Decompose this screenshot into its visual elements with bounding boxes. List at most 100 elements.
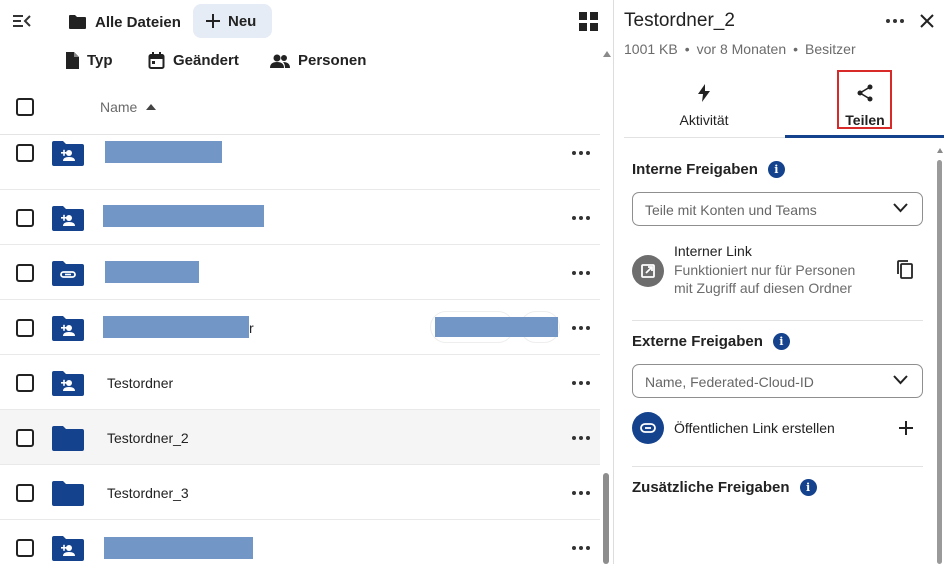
row-checkbox[interactable] (16, 264, 34, 282)
table-row[interactable]: Testordner (0, 355, 600, 410)
table-row[interactable] (0, 190, 600, 245)
redacted-filename (103, 316, 249, 338)
new-button[interactable]: Neu (193, 4, 272, 38)
highlight-box (837, 70, 892, 129)
row-checkbox[interactable] (16, 209, 34, 227)
file-list-panel: Alle Dateien Neu Typ (0, 4, 613, 564)
internal-shares-title: Interne Freigaben (632, 161, 758, 178)
filter-type-label: Typ (87, 52, 113, 69)
table-row[interactable] (0, 520, 600, 564)
tabs-divider (624, 137, 944, 138)
filter-type[interactable]: Typ (65, 52, 113, 69)
table-row[interactable]: Testordner_2 (0, 410, 600, 465)
plus-icon[interactable] (899, 421, 913, 435)
active-tab-indicator (785, 135, 944, 138)
meta-separator: • (684, 41, 690, 57)
file-list-scrollbar[interactable] (600, 46, 613, 564)
row-actions-menu[interactable] (572, 377, 592, 389)
new-button-label: Neu (228, 12, 257, 30)
internal-link-title: Interner Link (674, 243, 752, 259)
row-checkbox[interactable] (16, 539, 34, 557)
row-checkbox[interactable] (16, 144, 34, 162)
tab-share[interactable]: Teilen (785, 70, 944, 138)
shared-folder-icon (52, 141, 84, 166)
internal-share-select[interactable]: Teile mit Konten und Teams (632, 192, 923, 226)
row-actions-menu[interactable] (572, 432, 592, 444)
modified-time: vor 8 Monaten (696, 41, 787, 57)
row-checkbox[interactable] (16, 374, 34, 392)
filter-modified[interactable]: Geändert (148, 52, 239, 69)
shared-folder-icon (52, 316, 84, 341)
file-name: Testordner_2 (107, 430, 189, 446)
row-checkbox[interactable] (16, 429, 34, 447)
row-actions-menu[interactable] (572, 322, 592, 334)
chevron-down-icon (893, 375, 908, 385)
row-actions-menu[interactable] (572, 212, 592, 224)
create-public-link-label: Öffentlichen Link erstellen (674, 420, 835, 436)
name-column-header[interactable]: Name (100, 99, 157, 115)
external-link-icon (632, 255, 664, 287)
scroll-up-arrow-icon[interactable] (603, 51, 611, 57)
info-icon[interactable]: i (799, 479, 817, 496)
external-shares-heading: Externe Freigaben i (632, 333, 790, 350)
breadcrumb-label: Alle Dateien (95, 13, 181, 31)
row-actions-menu[interactable] (572, 487, 592, 499)
folder-icon (52, 481, 84, 506)
calendar-icon (148, 52, 165, 69)
table-row[interactable]: Testordner_3 (0, 465, 600, 520)
folder-icon (52, 426, 84, 451)
navigation-toggle-icon[interactable] (12, 11, 32, 31)
copy-icon[interactable] (897, 260, 913, 279)
table-row[interactable] (0, 135, 600, 190)
sidebar-more-menu[interactable] (886, 14, 904, 28)
list-header: Name (0, 80, 600, 135)
row-actions-menu[interactable] (572, 267, 592, 279)
redacted-filename (105, 141, 222, 163)
info-icon[interactable]: i (767, 161, 785, 178)
scroll-up-arrow-icon[interactable] (937, 148, 943, 153)
sidebar-tabs: Aktivität Teilen (624, 70, 944, 138)
tab-share-label: Teilen (845, 112, 885, 128)
external-share-select[interactable]: Name, Federated-Cloud-ID (632, 364, 923, 398)
info-icon[interactable]: i (772, 333, 790, 350)
internal-link-row: Interner Link Funktioniert nur für Perso… (632, 243, 923, 299)
name-column-label: Name (100, 99, 138, 115)
internal-share-placeholder: Teile mit Konten und Teams (645, 202, 817, 218)
row-checkbox[interactable] (16, 319, 34, 337)
sidebar-scrollbar[interactable] (936, 148, 944, 564)
redacted-filename (104, 537, 253, 559)
file-name: r (249, 320, 254, 336)
people-icon (270, 54, 290, 68)
filter-people-label: Personen (298, 52, 367, 69)
file-name: Testordner_3 (107, 485, 189, 501)
table-row[interactable]: r (0, 300, 600, 355)
close-icon[interactable] (918, 12, 936, 30)
lightning-icon (698, 84, 710, 102)
tab-activity[interactable]: Aktivität (624, 70, 784, 138)
sidebar-title: Testordner_2 (624, 10, 735, 31)
plus-icon (206, 14, 220, 28)
breadcrumb-all-files[interactable]: Alle Dateien (68, 6, 181, 38)
table-row[interactable] (0, 245, 600, 300)
share-icon (857, 84, 873, 102)
filter-people[interactable]: Personen (270, 52, 366, 69)
scrollbar-thumb[interactable] (603, 473, 609, 564)
select-all-checkbox[interactable] (16, 98, 34, 116)
file-list: r Testordner (0, 135, 600, 564)
link-icon (632, 412, 664, 444)
row-actions-menu[interactable] (572, 147, 592, 159)
shared-folder-icon (52, 371, 84, 396)
sort-ascending-icon (146, 104, 157, 110)
sidebar-meta: 1001 KB • vor 8 Monaten • Besitzer (624, 41, 856, 57)
grid-view-icon[interactable] (579, 12, 598, 31)
row-checkbox[interactable] (16, 484, 34, 502)
create-public-link-row[interactable]: Öffentlichen Link erstellen (632, 412, 923, 446)
chevron-down-icon (893, 203, 908, 213)
file-size: 1001 KB (624, 41, 678, 57)
link-folder-icon (52, 261, 84, 286)
row-actions-menu[interactable] (572, 542, 592, 554)
folder-icon (69, 15, 86, 29)
additional-shares-title: Zusätzliche Freigaben (632, 479, 790, 496)
scrollbar-thumb[interactable] (937, 160, 942, 564)
